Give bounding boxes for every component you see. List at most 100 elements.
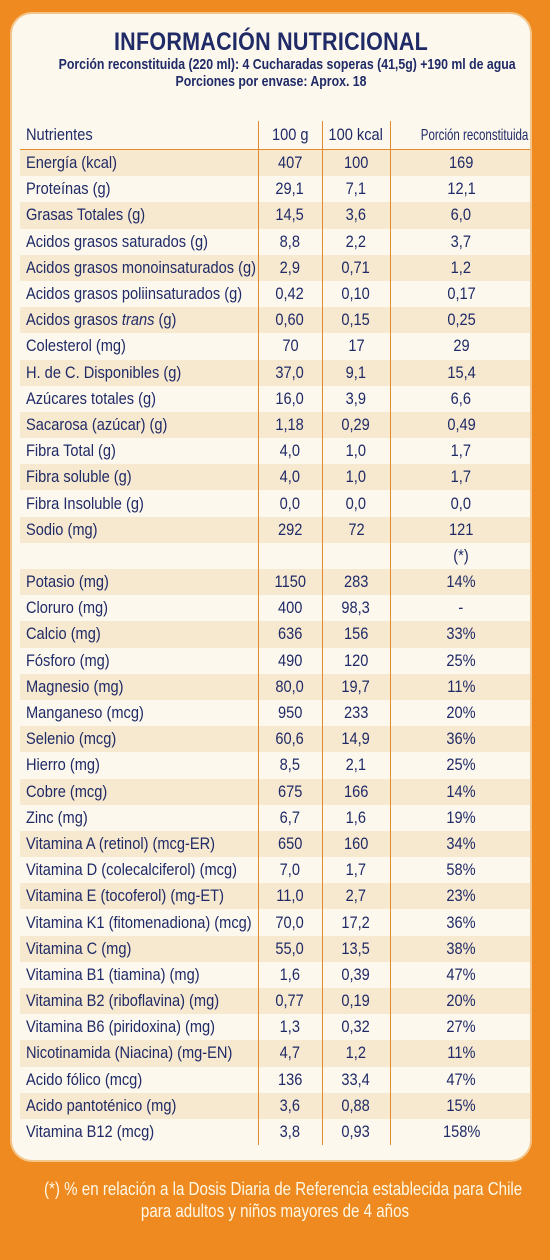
value-100kcal-cell: 0,19	[322, 988, 391, 1015]
table-row: Cobre (mcg) 675 166 14%	[20, 778, 530, 805]
table-row: Grasas Totales (g) 14,5 3,6 6,0	[20, 202, 530, 229]
column-header-100kcal: 100 kcal	[322, 121, 391, 150]
value-portion-cell: 6,6	[451, 388, 472, 408]
value-100g-cell: 136	[258, 1066, 323, 1093]
table-row: (*)	[20, 542, 530, 569]
nutrient-name-cell: Acidos grasos monoinsaturados (g)	[20, 254, 259, 281]
value-100kcal-cell: 2,1	[322, 752, 391, 779]
value-100kcal-cell: 19,7	[322, 673, 391, 700]
value-portion-cell: 33%	[390, 621, 530, 648]
value-portion-cell: 20%	[446, 703, 476, 723]
nutrient-name-cell: Colesterol (mg)	[20, 333, 259, 360]
table-row: Acidos grasos saturados (g) 8,8 2,2 3,7	[20, 228, 530, 255]
value-100kcal-cell	[322, 542, 391, 569]
table-row: Vitamina B2 (riboflavina) (mg) 0,77 0,19 20…	[20, 988, 530, 1015]
nutrient-name-cell: Grasas Totales (g)	[20, 202, 259, 229]
nutrient-name-cell: Fibra Insoluble (g)	[20, 490, 259, 517]
value-portion-cell: 11%	[390, 673, 530, 700]
value-100kcal-cell: 0,15	[322, 307, 391, 334]
nutrient-name-cell: Acidos grasos poliinsaturados (g)	[20, 280, 259, 308]
value-100kcal-cell: 120	[322, 647, 391, 674]
value-portion-cell: 11%	[390, 1040, 530, 1067]
value-100g-cell: 3,8	[258, 1118, 323, 1146]
value-100g-cell: 6,7	[258, 804, 323, 831]
table-row: Zinc (mg) 6,7 1,6 19%	[20, 804, 530, 831]
table-row: Hierro (mg) 8,5 2,1 25%	[20, 752, 530, 779]
table-row: Vitamina K1 (fitomenadiona) (mcg) 70,0 17,…	[20, 909, 530, 936]
table-row: Acido pantoténico (mg) 3,6 0,88 15%	[20, 1092, 530, 1119]
value-100g-cell: 4,0	[258, 438, 323, 465]
table-row: Acido fólico (mcg) 136 33,4 47%	[20, 1066, 530, 1093]
value-portion-cell: 0,0	[451, 493, 472, 513]
value-portion-cell: 169	[390, 149, 530, 177]
value-portion-cell: 15%	[390, 1092, 530, 1119]
column-header-nutrients: Nutrientes	[20, 121, 259, 150]
table-row: Vitamina C (mg) 55,0 13,5 38%	[20, 935, 530, 962]
value-100g-cell: 950	[258, 699, 323, 727]
table-row: Acidos grasos monoinsaturados (g) 2,9 0,71…	[20, 254, 530, 281]
value-100g-cell: 29,1	[258, 176, 323, 203]
nutrient-name-cell: Calcio (mg)	[20, 621, 259, 648]
value-portion-cell: 36%	[446, 912, 476, 932]
value-100kcal-cell: 1,2	[322, 1040, 391, 1067]
value-portion-cell: 19%	[446, 807, 476, 827]
nutrient-name-cell: Zinc (mg)	[20, 804, 259, 831]
table-row: Selenio (mcg) 60,6 14,9 36%	[20, 726, 530, 753]
value-100kcal-cell: 0,29	[322, 411, 391, 439]
value-100kcal-cell: 3,9	[322, 385, 391, 412]
value-100g-cell: 1,3	[258, 1014, 323, 1041]
nutrition-table: Nutrientes 100 g 100 kcal Porción recons…	[20, 121, 530, 1146]
table-row: Sacarosa (azúcar) (g) 1,18 0,29 0,49	[20, 411, 530, 439]
nutrient-name-cell: Sodio (mg)	[20, 516, 259, 543]
value-portion-cell: 23%	[390, 883, 530, 910]
nutrient-name-cell: Vitamina A (retinol) (mcg-ER)	[20, 830, 259, 858]
value-portion-cell: 6,0	[390, 202, 530, 229]
nutrient-name-cell: Vitamina B1 (tiamina) (mg)	[20, 961, 259, 988]
nutrient-name-cell: Selenio (mcg)	[20, 726, 259, 753]
value-100g-cell: 60,6	[258, 726, 323, 753]
nutrition-table-body: Energía (kcal) 407 100 169 Proteínas (g) 29,1…	[20, 149, 530, 1146]
value-100kcal-cell: 100	[322, 149, 391, 177]
value-100g-cell: 4,7	[258, 1040, 323, 1067]
nutrient-name-cell: Hierro (mg)	[20, 752, 259, 779]
value-portion-cell: 1,2	[390, 254, 530, 281]
table-row: H. de C. Disponibles (g) 37,0 9,1 15,4	[20, 359, 530, 386]
nutrient-name-cell: Acido fólico (mcg)	[20, 1066, 259, 1093]
value-portion-cell: 15,4	[390, 359, 530, 386]
table-row: Energía (kcal) 407 100 169	[20, 149, 530, 177]
value-100g-cell: 0,0	[258, 490, 323, 517]
value-100g-cell: 8,5	[258, 752, 323, 779]
value-100kcal-cell: 0,39	[322, 961, 391, 988]
value-portion-cell: 12,1	[447, 179, 476, 199]
value-100g-cell	[258, 542, 323, 569]
value-100kcal-cell: 0,93	[322, 1118, 391, 1146]
value-100g-cell: 4,0	[258, 464, 323, 491]
footnote: (*) % en relación a la Dosis Diaria de R…	[0, 1178, 550, 1222]
nutrient-name-cell: Acidos grasos trans (g)	[20, 307, 259, 334]
table-row: Fibra soluble (g) 4,0 1,0 1,7	[20, 464, 530, 491]
value-100g-cell: 70,0	[258, 909, 323, 936]
value-100kcal-cell: 17	[322, 333, 391, 360]
table-header-row: Nutrientes 100 g 100 kcal Porción recons…	[20, 121, 530, 150]
nutrient-name-cell: Fibra Total (g)	[20, 438, 259, 465]
value-100g-cell: 650	[258, 830, 323, 858]
value-100kcal-cell: 1,7	[322, 857, 391, 884]
nutrition-header: INFORMACIÓN NUTRICIONAL Porción reconsti…	[12, 14, 530, 90]
table-row: Potasio (mg) 1150 283 14%	[20, 569, 530, 596]
table-row: Fibra Insoluble (g) 0,0 0,0 0,0	[20, 490, 530, 517]
table-row: Vitamina B1 (tiamina) (mg) 1,6 0,39 47%	[20, 961, 530, 988]
value-100g-cell: 0,77	[258, 988, 323, 1015]
nutrient-name-cell: Vitamina B12 (mcg)	[20, 1118, 259, 1146]
nutrient-name-cell: Manganeso (mcg)	[20, 699, 259, 727]
value-100g-cell: 400	[258, 595, 323, 622]
value-100g-cell: 14,5	[258, 202, 323, 229]
value-portion-cell: (*)	[453, 545, 469, 565]
table-row: Vitamina D (colecalciferol) (mcg) 7,0 1,7 5…	[20, 857, 530, 884]
value-100kcal-cell: 1,6	[322, 804, 391, 831]
page-title: INFORMACIÓN NUTRICIONAL	[113, 28, 429, 56]
value-100g-cell: 70	[258, 333, 323, 360]
nutrient-name-cell: Vitamina B6 (piridoxina) (mg)	[20, 1014, 259, 1041]
value-portion-cell: 14%	[390, 569, 530, 596]
table-row: Acidos grasos poliinsaturados (g) 0,42 0,1…	[20, 280, 530, 308]
value-portion-cell: 158%	[442, 1122, 480, 1142]
